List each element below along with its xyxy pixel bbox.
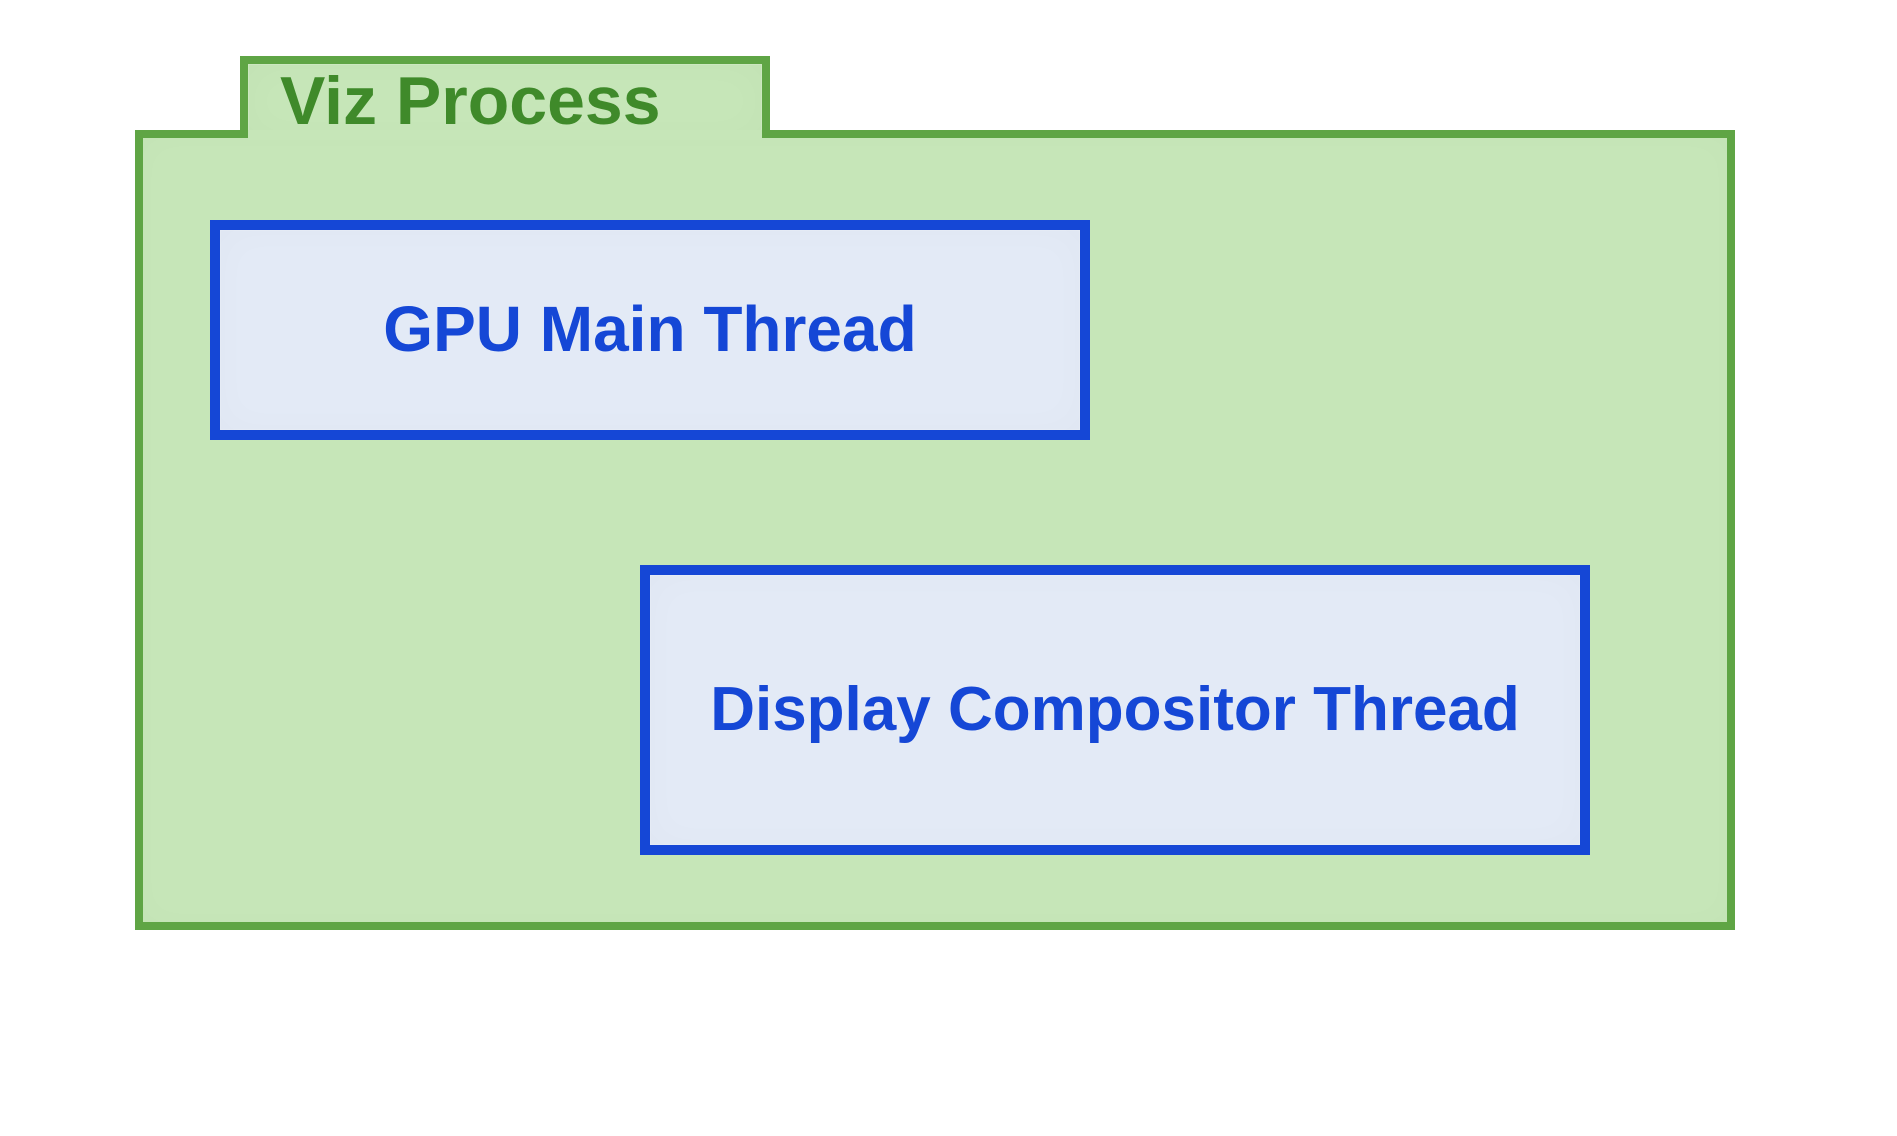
diagram-canvas: Viz Process GPU Main Thread Display Comp… [0, 0, 1897, 1136]
display-compositor-thread-box: Display Compositor Thread [640, 565, 1590, 855]
gpu-main-thread-box: GPU Main Thread [210, 220, 1090, 440]
viz-process-title: Viz Process [280, 62, 661, 140]
display-compositor-thread-label: Display Compositor Thread [710, 677, 1520, 742]
gpu-main-thread-label: GPU Main Thread [383, 296, 916, 363]
